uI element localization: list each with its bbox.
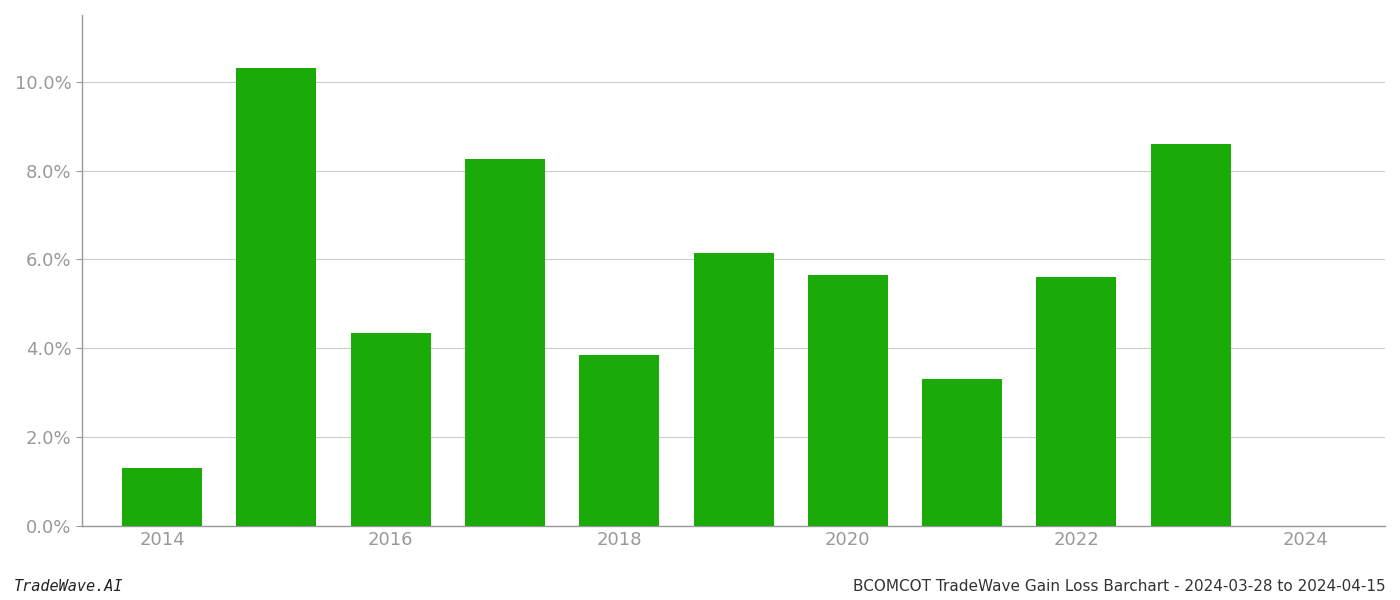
Bar: [580, 355, 659, 526]
Bar: [465, 160, 545, 526]
Text: TradeWave.AI: TradeWave.AI: [14, 579, 123, 594]
Bar: [1036, 277, 1116, 526]
Bar: [122, 469, 202, 526]
Bar: [351, 333, 431, 526]
Text: BCOMCOT TradeWave Gain Loss Barchart - 2024-03-28 to 2024-04-15: BCOMCOT TradeWave Gain Loss Barchart - 2…: [854, 579, 1386, 594]
Bar: [808, 275, 888, 526]
Bar: [1151, 144, 1231, 526]
Bar: [237, 68, 316, 526]
Bar: [923, 379, 1002, 526]
Bar: [693, 253, 774, 526]
